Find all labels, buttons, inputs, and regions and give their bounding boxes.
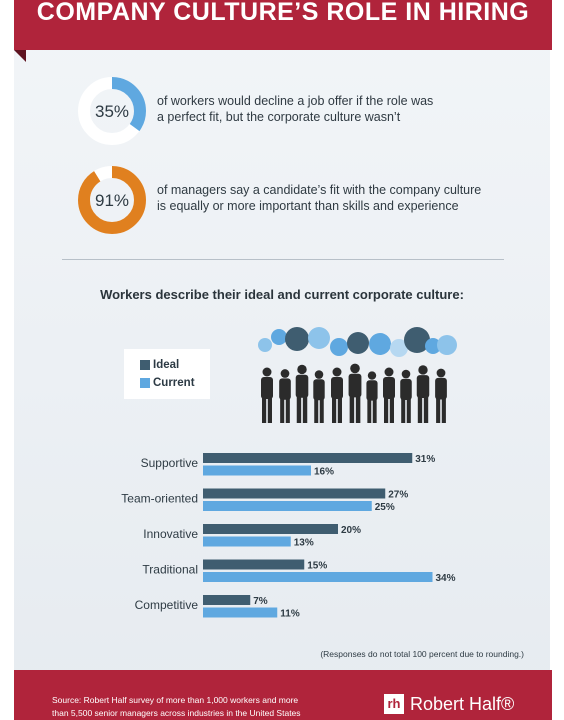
bar-value-label: 31% (415, 454, 435, 465)
person-silhouette (366, 371, 378, 423)
brand-name: Robert Half® (410, 694, 515, 714)
stat-description-line: of workers would decline a job offer if … (157, 94, 434, 108)
legend-swatch (140, 378, 150, 388)
stat-managers-fit: 91% of managers say a candidate’s fit wi… (0, 164, 564, 244)
source-text: Source: Robert Half survey of more than … (52, 694, 352, 720)
legend-label: Current (153, 377, 195, 389)
banner-fold (14, 50, 26, 62)
bar-ideal (203, 453, 413, 463)
bar-value-label: 16% (314, 467, 334, 478)
bar-ideal (203, 524, 338, 534)
stat-workers-decline: 35% of workers would decline a job offer… (0, 75, 564, 155)
person-silhouette (416, 365, 430, 423)
bar-value-label: 20% (341, 525, 361, 536)
legend-swatch (140, 360, 150, 370)
stat-percent: 35% (95, 102, 129, 121)
bar-value-label: 34% (436, 573, 456, 584)
category-label: Team-oriented (121, 492, 198, 506)
source-line: Source: Robert Half survey of more than … (52, 695, 299, 705)
category-label: Traditional (142, 563, 198, 577)
infographic-panel (14, 0, 550, 720)
donut-91-percent: 91% (78, 166, 146, 234)
person-silhouette (295, 364, 309, 423)
bar-value-label: 25% (375, 502, 395, 513)
bar-value-label: 15% (307, 561, 327, 572)
bar-value-label: 7% (253, 596, 268, 607)
donut-35-percent: 35% (78, 77, 146, 145)
bar-ideal (203, 488, 386, 499)
stat-description: of workers would decline a job offer if … (157, 93, 517, 125)
person-silhouette (383, 367, 395, 423)
header-banner: COMPANY CULTURE’S ROLE IN HIRING (14, 0, 552, 50)
chart-title: Workers describe their ideal and current… (100, 287, 464, 302)
footer-band: Source: Robert Half survey of more than … (14, 670, 552, 720)
bar-ideal (203, 595, 251, 605)
person-silhouette (279, 369, 291, 423)
rounding-note: (Responses do not total 100 percent due … (320, 649, 524, 659)
bar-current (203, 501, 372, 511)
section-divider (62, 259, 504, 260)
bar-value-label: 13% (294, 538, 314, 549)
bar-value-label: 27% (388, 490, 408, 501)
stat-description-line: a perfect fit, but the corporate culture… (157, 110, 401, 124)
page-title: COMPANY CULTURE’S ROLE IN HIRING (36, 0, 530, 26)
category-label: Supportive (141, 456, 199, 470)
bar-current (203, 465, 311, 476)
speech-bubbles (258, 327, 457, 357)
source-line: than 5,500 senior managers across indust… (52, 708, 301, 718)
person-silhouette (313, 370, 325, 423)
bar-value-label: 11% (280, 609, 300, 620)
rh-logo-icon: rh (384, 694, 404, 714)
bar-current (203, 572, 433, 582)
crowd-with-speech-bubbles-icon (258, 327, 457, 423)
chart-legend: Ideal Current (124, 349, 210, 399)
category-label: Innovative (143, 527, 198, 541)
person-silhouette (435, 368, 447, 423)
donut-fill (78, 166, 146, 234)
stat-description: of managers say a candidate’s fit with t… (157, 182, 517, 214)
person-silhouette (261, 367, 273, 423)
stat-percent: 91% (95, 191, 129, 210)
bar-current (203, 607, 278, 618)
stat-description-line: is equally or more important than skills… (157, 199, 459, 213)
bar-current (203, 536, 291, 547)
legend-label: Ideal (153, 359, 180, 371)
bar-chart: Supportive 31% 16% Team-oriented 27%25% Innov… (121, 453, 456, 620)
people-silhouettes (261, 363, 447, 423)
bar-ideal (203, 559, 305, 570)
person-silhouette (348, 363, 362, 423)
person-silhouette (400, 369, 412, 423)
donut-fill (78, 77, 146, 145)
category-label: Competitive (135, 598, 199, 612)
person-silhouette (331, 367, 343, 423)
stat-description-line: of managers say a candidate’s fit with t… (157, 183, 482, 197)
